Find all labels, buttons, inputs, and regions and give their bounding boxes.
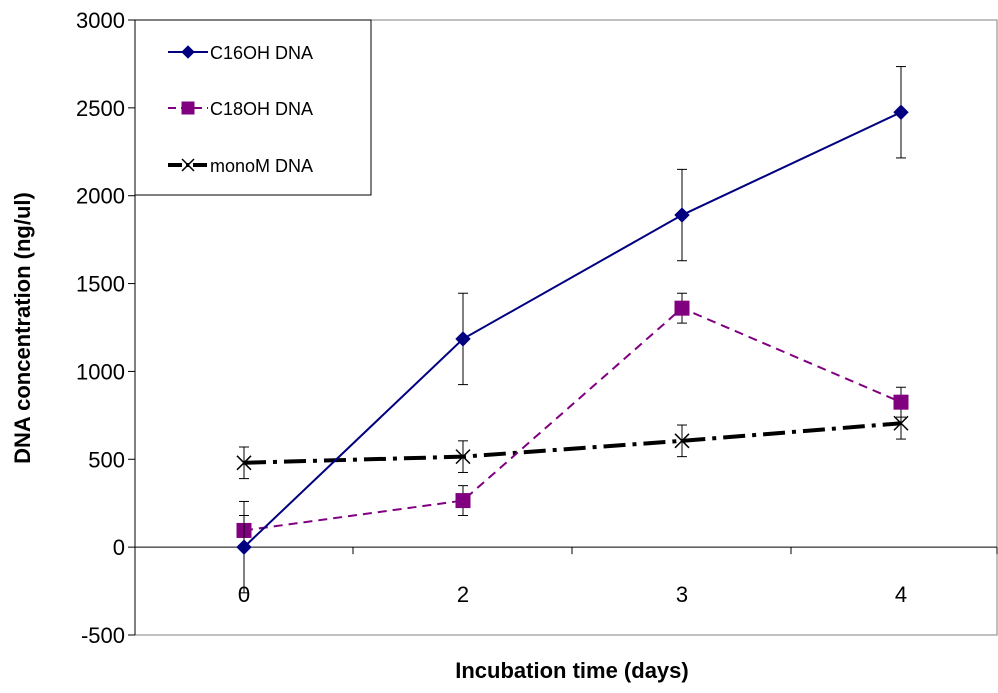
data-point [236, 539, 252, 555]
data-point [455, 331, 471, 347]
data-point [893, 104, 909, 120]
y-tick-label: 1000 [76, 359, 125, 384]
y-tick-label: 500 [88, 447, 125, 472]
x-tick-label: 0 [238, 582, 250, 607]
marker-stroke [455, 449, 471, 465]
legend-label: C18OH DNA [210, 99, 313, 119]
y-axis: 3000 2500 2000 1500 1000 500 0 -500 [76, 8, 136, 648]
x-tick-label: 2 [457, 582, 469, 607]
series-layer [236, 66, 909, 594]
legend-marker [181, 45, 195, 59]
legend-marker [181, 158, 195, 172]
series-line [243, 307, 902, 532]
marker-stroke [181, 158, 195, 172]
legend-item: monoM DNA [168, 156, 313, 176]
legend-item: C16OH DNA [168, 43, 313, 63]
x-axis: 0 2 3 4 [134, 546, 998, 607]
y-axis-title: DNA concentration (ng/ul) [10, 192, 35, 464]
series-line [243, 421, 902, 465]
data-point [893, 394, 909, 410]
legend-item: C18OH DNA [168, 99, 313, 119]
series-monom-dna [236, 406, 909, 480]
y-tick-label: 0 [113, 535, 125, 560]
data-point [674, 433, 690, 449]
legend-label: C16OH DNA [210, 43, 313, 63]
marker-stroke [236, 455, 252, 471]
y-tick-label: 1500 [76, 272, 125, 297]
marker-stroke [893, 415, 909, 431]
data-point [674, 207, 690, 223]
data-point [455, 493, 471, 509]
y-tick-label: 3000 [76, 8, 125, 33]
legend-marker [181, 101, 195, 115]
y-tick-label: -500 [81, 623, 125, 648]
data-point [674, 300, 690, 316]
data-point [236, 455, 252, 471]
x-axis-title: Incubation time (days) [455, 658, 688, 683]
legend-label: monoM DNA [210, 156, 313, 176]
legend: C16OH DNA C18OH DNA monoM DNA [134, 19, 372, 196]
series-c16oh-dna [236, 66, 909, 594]
data-point [893, 415, 909, 431]
x-tick-label: 4 [895, 582, 907, 607]
x-tick-label: 3 [676, 582, 688, 607]
y-tick-label: 2500 [76, 96, 125, 121]
y-tick-label: 2000 [76, 184, 125, 209]
data-point [455, 449, 471, 465]
marker-stroke [674, 433, 690, 449]
series-line [243, 111, 902, 548]
